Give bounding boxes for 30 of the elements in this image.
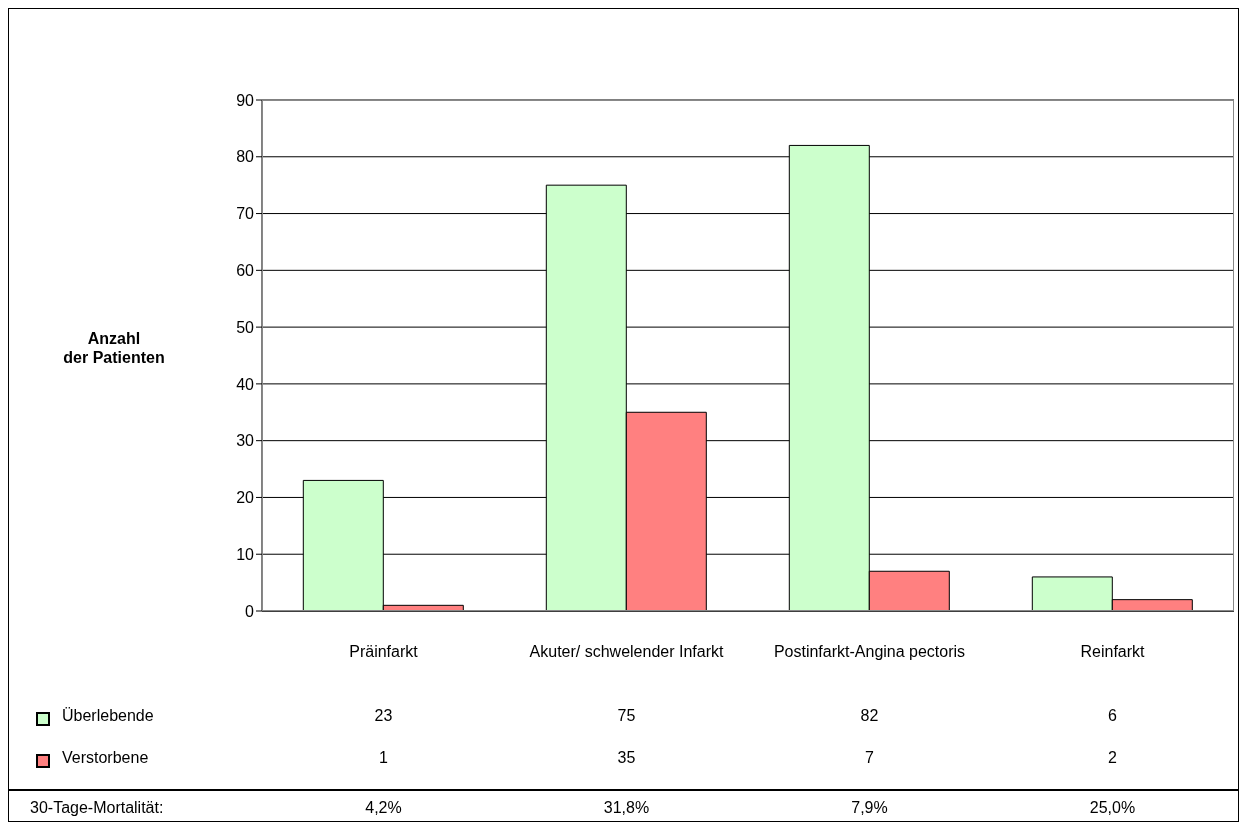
text: 4,2% — [364, 799, 403, 817]
text: 30-Tage-Mortalität: — [30, 799, 164, 817]
text: 7,9% — [850, 799, 889, 817]
data-label: 75 — [616, 707, 637, 725]
y-tick-label: 30 — [236, 432, 255, 450]
data-label: 82 — [859, 707, 880, 725]
legend-label: Verstorbene — [62, 749, 149, 767]
x-tick-label: Akuter/ schwelender Infarkt — [529, 643, 724, 661]
data-label: 6 — [1107, 707, 1118, 725]
y-axis-title: Anzahl der Patienten — [62, 329, 166, 367]
y-tick-label: 10 — [236, 545, 255, 563]
x-tick-label: Reinfarkt — [1080, 643, 1146, 661]
text: 25,0% — [1088, 799, 1137, 817]
y-tick-label: 80 — [236, 148, 255, 166]
data-label: 35 — [616, 749, 637, 767]
data-label: 2 — [1107, 749, 1118, 767]
data-label: 1 — [378, 749, 389, 767]
data-label: 23 — [373, 707, 394, 725]
y-tick-label: 0 — [245, 602, 255, 620]
text: 31,8% — [602, 799, 651, 817]
y-tick-label: 60 — [236, 262, 255, 280]
y-tick-label: 90 — [236, 91, 255, 109]
x-tick-label: Präinfarkt — [349, 643, 419, 661]
y-tick-label: 40 — [236, 375, 255, 393]
y-tick-label: 70 — [236, 205, 255, 223]
y-tick-label: 20 — [236, 489, 255, 507]
y-tick-label: 50 — [236, 318, 255, 336]
data-label: 7 — [864, 749, 875, 767]
legend-label: Überlebende — [62, 707, 154, 725]
x-tick-label: Postinfarkt-Angina pectoris — [773, 643, 966, 661]
